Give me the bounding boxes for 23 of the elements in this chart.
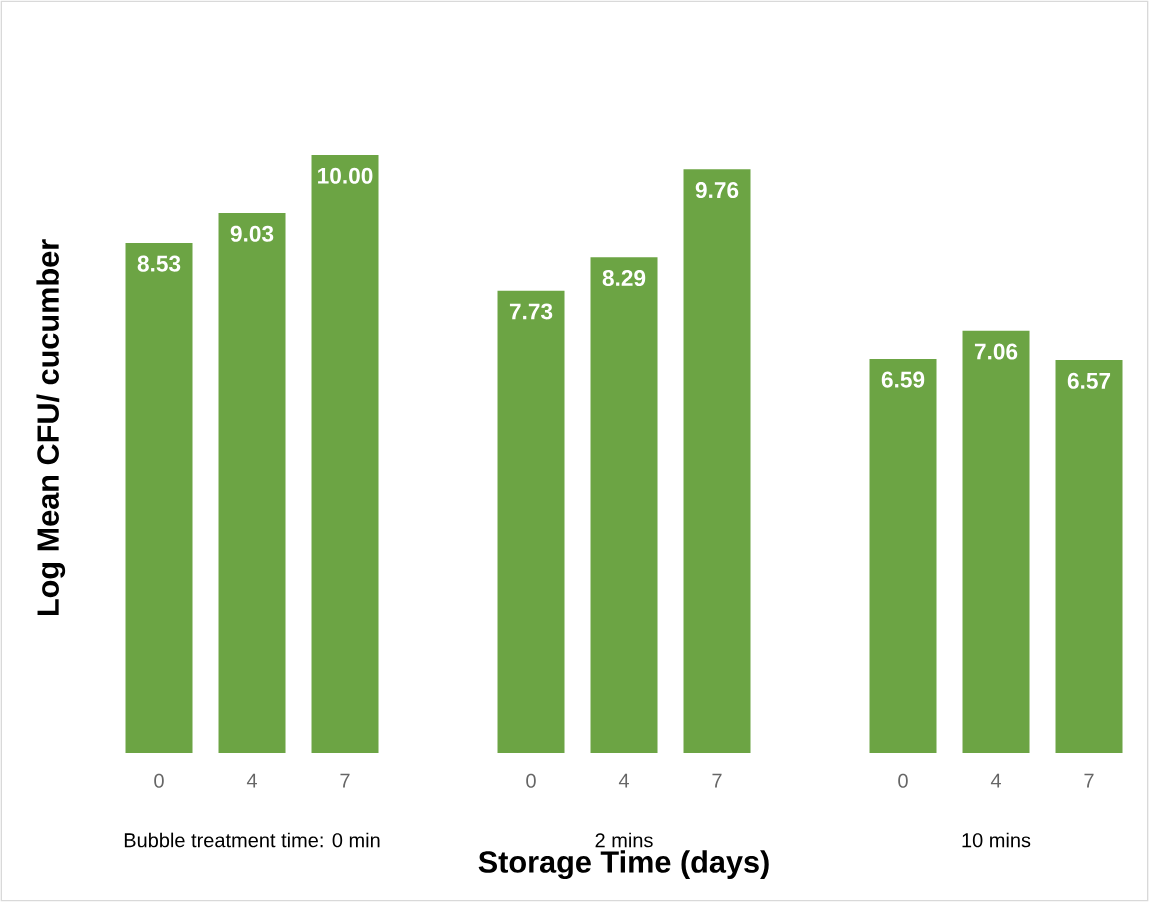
x-axis-title: Storage Time (days): [478, 850, 769, 880]
text: 10 mins: [962, 832, 1031, 848]
data-label: 10.00: [318, 167, 373, 184]
y-axis-title: Log Mean CFU/ cucumber: [36, 239, 66, 616]
x-tick-label: 0: [526, 773, 536, 788]
data-label: 6.59: [881, 371, 925, 388]
x-tick-label: 4: [990, 773, 1001, 788]
x-tick-label: 0: [154, 773, 164, 788]
text: 2 mins: [595, 832, 653, 848]
x-tick-label: 4: [246, 773, 257, 788]
x-tick-label: 4: [618, 773, 629, 788]
x-tick-label: 7: [340, 773, 350, 788]
text: Bubble treatment time: 0 min: [124, 832, 380, 848]
data-label: 6.57: [1067, 372, 1111, 389]
x-tick-label: 7: [712, 773, 722, 788]
data-label: 9.76: [695, 182, 739, 199]
data-label: 7.73: [509, 303, 553, 320]
x-tick-label: 7: [1084, 773, 1094, 788]
x-tick-label: 0: [898, 773, 908, 788]
data-label: 8.29: [602, 269, 646, 287]
data-label: 9.03: [230, 225, 274, 242]
data-label: 7.06: [974, 343, 1018, 360]
data-label: 8.53: [137, 255, 181, 272]
